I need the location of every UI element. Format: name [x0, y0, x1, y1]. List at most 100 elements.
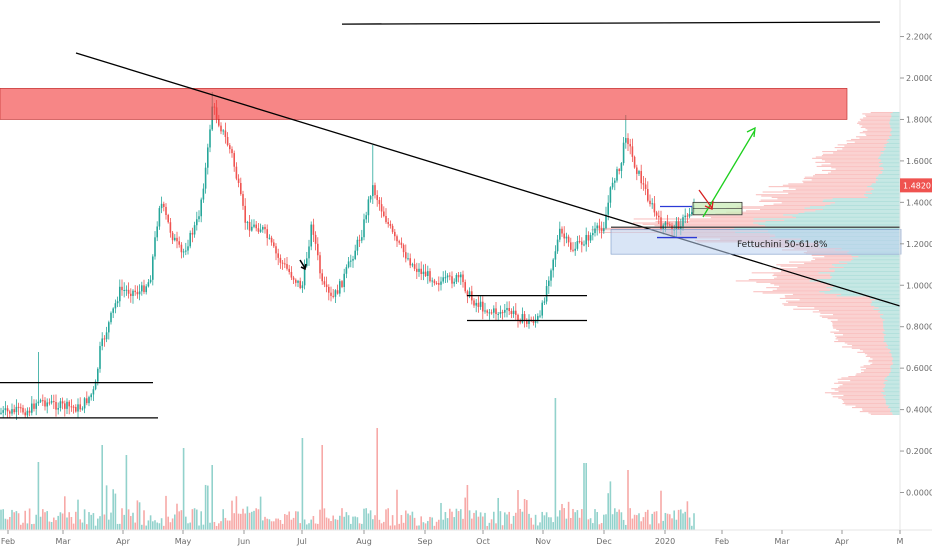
- volume-bar-102: [224, 517, 227, 530]
- volume-bar-94: [207, 485, 209, 530]
- candle-body-249: [548, 280, 550, 287]
- x-tick-label-7: Sep: [417, 537, 432, 546]
- candle-body-109: [240, 183, 242, 195]
- volume-bar-48: [105, 485, 108, 530]
- candle-body-153: [336, 290, 339, 294]
- volume-bar-100: [220, 521, 222, 530]
- profile-buy-12: [884, 397, 900, 399]
- profile-sell-113: [789, 261, 840, 263]
- candle-body-298: [655, 212, 658, 216]
- volume-bar-207: [455, 508, 458, 530]
- profile-buy-104: [830, 273, 900, 275]
- volume-bar-305: [671, 518, 673, 530]
- volume-bar-3: [6, 519, 9, 530]
- profile-sell-35: [860, 366, 891, 368]
- candle-body-304: [669, 224, 671, 226]
- profile-sell-5: [852, 407, 889, 409]
- volume-bar-197: [433, 525, 436, 530]
- profile-buy-150: [804, 211, 900, 213]
- candle-body-19: [42, 400, 44, 402]
- volume-bar-53: [116, 523, 119, 530]
- profile-buy-55: [884, 339, 900, 341]
- volume-bar-221: [486, 525, 488, 530]
- profile-sell-179: [827, 172, 882, 174]
- volume-bar-226: [497, 497, 499, 530]
- volume-bar-127: [279, 520, 282, 530]
- candle-body-155: [341, 281, 343, 287]
- profile-sell-94: [766, 287, 827, 289]
- candle-body-187: [411, 264, 414, 266]
- candle-body-261: [574, 248, 576, 251]
- profile-buy-140: [764, 225, 900, 227]
- profile-buy-118: [851, 254, 900, 256]
- profile-sell-106: [780, 270, 835, 273]
- candle-body-50: [110, 312, 112, 323]
- profile-sell-178: [814, 173, 879, 176]
- candle-body-13: [28, 410, 31, 413]
- profile-buy-223: [890, 113, 900, 115]
- volume-bar-224: [493, 511, 495, 530]
- candle-body-74: [163, 203, 165, 207]
- profile-sell-43: [865, 355, 892, 357]
- candle-body-202: [444, 277, 447, 279]
- profile-buy-106: [834, 270, 900, 273]
- volume-bar-205: [451, 511, 453, 530]
- profile-sell-198: [834, 147, 884, 149]
- profile-buy-42: [892, 357, 900, 359]
- volume-bar-65: [143, 510, 145, 530]
- candle-body-22: [48, 402, 51, 404]
- volume-bar-130: [286, 514, 288, 530]
- volume-bar-285: [627, 470, 629, 530]
- candle-body-7: [15, 406, 18, 413]
- candle-body-286: [629, 144, 631, 147]
- volume-bar-164: [361, 523, 363, 530]
- volume-bar-307: [675, 519, 678, 530]
- volume-bar-83: [182, 448, 185, 530]
- profile-sell-16: [824, 392, 882, 394]
- volume-bar-107: [235, 496, 238, 530]
- profile-sell-53: [844, 342, 887, 344]
- volume-bar-193: [424, 523, 427, 530]
- price-axis[interactable]: 2.40002.20002.00001.80001.60001.40001.20…: [900, 0, 932, 498]
- volume-bar-233: [512, 515, 515, 530]
- volume-bar-161: [354, 516, 356, 530]
- profile-buy-59: [885, 334, 900, 336]
- candle-body-219: [482, 301, 484, 312]
- volume-bar-283: [622, 519, 625, 530]
- y-tick-label-7: 1.0000: [906, 281, 932, 290]
- volume-bar-47: [103, 514, 106, 530]
- profile-sell-99: [735, 280, 810, 282]
- candle-body-218: [479, 301, 482, 307]
- volume-bar-64: [141, 524, 143, 530]
- candle-body-33: [72, 406, 75, 408]
- candle-body-58: [127, 289, 130, 294]
- profile-buy-158: [822, 200, 900, 202]
- candle-body-44: [97, 368, 99, 382]
- profile-buy-170: [870, 184, 900, 186]
- volume-bar-7: [15, 511, 18, 530]
- profile-sell-25: [850, 380, 888, 382]
- volume-bar-12: [26, 523, 29, 530]
- profile-buy-114: [851, 260, 900, 262]
- profile-buy-185: [880, 164, 900, 166]
- volume-bar-182: [400, 515, 403, 530]
- volume-bar-287: [631, 518, 634, 530]
- candle-body-196: [431, 280, 433, 282]
- time-axis[interactable]: Feb Mar Apr May Jun Jul Aug Sep Oct Nov Dec 2020 Feb…: [1, 530, 904, 546]
- volume-bar-291: [640, 521, 642, 530]
- volume-bar-74: [163, 525, 165, 530]
- volume-bar-8: [17, 513, 20, 530]
- candle-body-110: [242, 194, 244, 206]
- volume-bar-228: [501, 525, 504, 530]
- profile-sell-34: [865, 367, 892, 370]
- candle-body-314: [691, 212, 693, 215]
- volume-bar-276: [607, 493, 609, 530]
- profile-buy-90: [824, 292, 900, 294]
- volume-bar-28: [61, 513, 64, 530]
- profile-sell-173: [802, 180, 876, 182]
- volume-bar-271: [596, 512, 598, 530]
- volume-bar-138: [303, 519, 306, 530]
- profile-sell-97: [770, 283, 829, 285]
- volume-bar-263: [578, 517, 581, 530]
